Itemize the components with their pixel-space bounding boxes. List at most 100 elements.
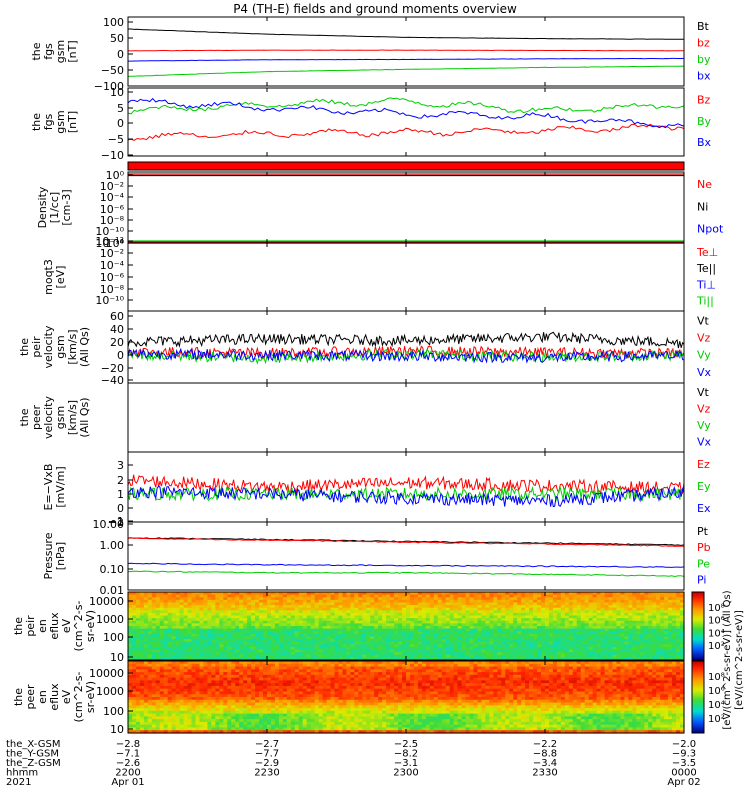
y-tick-label: 0: [117, 349, 124, 362]
series-line-pressure-pb: [127, 537, 685, 547]
y-axis-label: E=−VxB: [42, 464, 55, 511]
colorbar-peer-tick: 10⁶: [708, 686, 725, 697]
x-row-value: 2230: [254, 768, 279, 779]
colorbar-peer-frame: [691, 660, 705, 734]
panel-frame: [127, 16, 685, 87]
y-axis-label: (cm^2-s-: [72, 601, 85, 652]
y-axis-label: fgs: [42, 43, 55, 60]
colorbar-peir-swatch: [692, 632, 704, 635]
colorbar-peer-swatch: [692, 662, 704, 664]
colorbar-peer-swatch: [692, 698, 704, 700]
colorbar-peer-swatch: [692, 674, 704, 676]
legend-bz: bz: [697, 36, 710, 49]
y-axis-label: peer: [30, 405, 43, 431]
y-axis-label: Pressure: [42, 532, 55, 579]
x-row-label: hhmm: [6, 768, 38, 779]
y-tick-label: −100: [94, 80, 124, 93]
legend-ti⊥: Ti⊥: [696, 278, 716, 291]
colorbar-peer-swatch: [692, 692, 704, 694]
colorbar-peer-swatch: [692, 705, 704, 708]
x-row-value: −8.8: [533, 749, 557, 760]
colorbar-peir-swatch: [692, 624, 704, 627]
y-tick-label: 100: [103, 16, 124, 29]
colorbar-peer-swatch: [692, 727, 704, 729]
y-axis-label: (cm^2-s-: [72, 672, 85, 723]
colorbar-peer-swatch: [692, 718, 704, 721]
y-tick-label: −10: [101, 149, 124, 162]
series-line-fgs_dsl-bx: [127, 97, 685, 129]
colorbar-peir-swatch: [692, 635, 704, 637]
colorbar-peer-swatch: [692, 704, 704, 706]
y-axis-label: the: [18, 338, 31, 356]
colorbar-peer-swatch: [692, 667, 704, 669]
colorbar-peir-swatch: [692, 652, 704, 654]
y-tick-label: 40: [110, 323, 124, 336]
colorbar-peer-swatch: [692, 679, 704, 681]
legend-vx: Vx: [697, 366, 712, 379]
y-tick-label: 10.00: [93, 518, 125, 531]
legend-by: By: [697, 115, 712, 128]
legend-bx: bx: [697, 69, 711, 82]
y-axis-label: [km/s]: [66, 400, 79, 435]
colorbar-peir-swatch: [692, 602, 704, 604]
y-tick-label: −2: [108, 516, 124, 529]
colorbar-peir-swatch: [692, 598, 704, 601]
x-row-label: the_Z-GSM: [6, 758, 61, 769]
y-axis-label: velocity: [42, 396, 55, 439]
y-tick-label: 1: [117, 488, 124, 501]
series-line-fgs_dsl-bz: [127, 123, 685, 141]
y-tick-label: 10⁻²: [100, 247, 124, 260]
colorbar-peer-swatch: [692, 724, 704, 727]
panel-frame: [127, 171, 685, 244]
legend-ti||: Ti||: [696, 294, 714, 307]
colorbar-peir-swatch: [692, 656, 704, 659]
colorbar-peir-swatch: [692, 601, 704, 603]
x-row-value: 0000: [671, 768, 696, 779]
colorbar-peir-swatch: [692, 594, 704, 596]
colorbar-peer-swatch: [692, 711, 704, 714]
series-line-peir_velocity-vx: [127, 347, 685, 364]
y-axis-label: fgs: [42, 113, 55, 130]
colorbar-peer-swatch: [692, 694, 704, 697]
colorbar-peir-swatch: [692, 611, 704, 613]
colorbar-peer-swatch: [692, 701, 704, 704]
y-axis-label: sr-eV): [84, 610, 97, 642]
colorbar-peir-swatch: [692, 645, 704, 647]
colorbar-peir-swatch: [692, 604, 704, 607]
y-axis-label: the: [18, 408, 31, 426]
colorbar-peir-swatch: [692, 610, 704, 612]
colorbar-peer-swatch: [692, 700, 704, 703]
colorbar-peir-swatch: [692, 607, 704, 610]
colorbar-peir-swatch: [692, 623, 704, 626]
y-axis-label: moqt3: [42, 259, 55, 295]
colorbar-peer-swatch: [692, 713, 704, 716]
colorbar-peir-swatch: [692, 639, 704, 642]
y-axis-label: the: [30, 113, 43, 131]
y-axis-label: (All Qs): [78, 397, 91, 437]
series-line-peir_velocity-vy: [127, 348, 685, 365]
x-row-value: −9.3: [672, 749, 696, 760]
series-line-peir_velocity-vt: [127, 331, 685, 349]
colorbar-peir-swatch: [692, 657, 704, 660]
y-tick-label: 10⁰: [106, 169, 125, 182]
colorbar-peer-swatch: [692, 716, 704, 718]
colorbar-peer-swatch: [692, 691, 704, 693]
colorbar-peir-swatch: [692, 593, 704, 595]
y-axis-label: gsm: [54, 335, 67, 358]
legend-ey: Ey: [697, 480, 711, 493]
colorbar-peir-swatch: [692, 647, 704, 650]
colorbar-peir-swatch: [692, 643, 704, 645]
y-tick-label: 10⁻⁴: [100, 191, 125, 204]
colorbar-peir-swatch: [692, 630, 704, 633]
legend-pe: Pe: [697, 557, 710, 570]
colorbar-peer-swatch: [692, 668, 704, 670]
y-tick-label: 10⁻⁸: [100, 283, 125, 296]
colorbar-peir-swatch: [692, 626, 704, 628]
colorbar-peer-swatch: [692, 676, 704, 679]
colorbar-peir-swatch: [692, 595, 704, 598]
colorbar-peer-swatch: [692, 719, 704, 722]
x-row-value: −2.0: [672, 739, 696, 750]
y-tick-label: 5: [117, 102, 124, 115]
legend-npot: Npot: [697, 223, 724, 236]
y-tick-label: 2: [117, 474, 124, 487]
